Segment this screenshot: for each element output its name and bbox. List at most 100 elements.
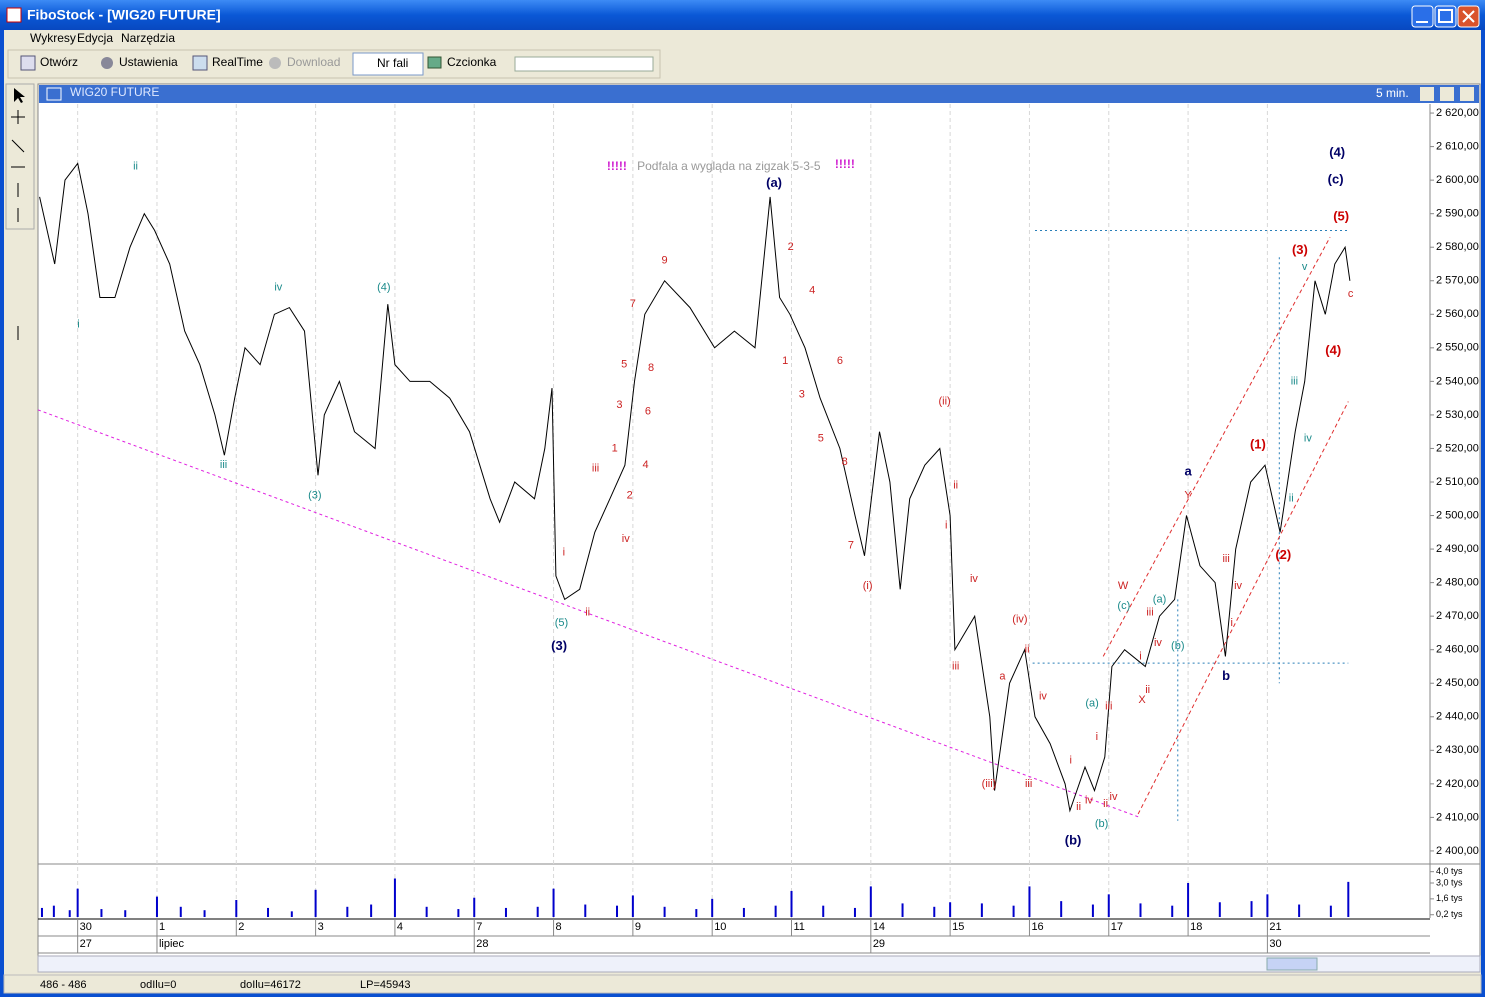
wave-label: (5) bbox=[1333, 208, 1349, 223]
volume-bar bbox=[40, 907, 43, 917]
wave-label: iv bbox=[274, 281, 282, 293]
volume-bar bbox=[267, 907, 270, 917]
tool-palette bbox=[5, 83, 35, 230]
wave-label: 6 bbox=[645, 405, 651, 417]
drawn-line bbox=[37, 409, 1140, 818]
volume-bar bbox=[695, 909, 698, 917]
wave-label: i bbox=[1230, 617, 1232, 629]
wave-label: (iv) bbox=[1012, 613, 1027, 625]
wave-label: 1 bbox=[612, 442, 618, 454]
wave-label: iii bbox=[1291, 375, 1298, 387]
y-tick-label: 2 490,00 bbox=[1436, 543, 1479, 555]
y-tick-label: 2 590,00 bbox=[1436, 208, 1479, 220]
x-tick-label: 3 bbox=[318, 921, 324, 933]
volume-bar bbox=[663, 906, 666, 917]
x-tick-label: 16 bbox=[1031, 921, 1043, 933]
volume-bar bbox=[711, 898, 714, 917]
wave-label: iv bbox=[1085, 795, 1093, 807]
wave-label: ii bbox=[1076, 801, 1081, 813]
pointer-tool[interactable] bbox=[14, 88, 25, 103]
wave-label: 1 bbox=[782, 355, 788, 367]
volume-bar bbox=[235, 900, 238, 917]
window-title: FiboStock - [WIG20 FUTURE] bbox=[27, 7, 221, 23]
volume-bar bbox=[425, 906, 428, 917]
menu-item[interactable]: Narzędzia bbox=[121, 31, 175, 45]
toolbar-button[interactable]: Nr fali bbox=[377, 56, 408, 70]
x-tick-label: 4 bbox=[397, 921, 403, 933]
app-icon bbox=[6, 7, 22, 23]
wave-label: iii bbox=[1222, 553, 1229, 565]
volume-bar bbox=[790, 890, 793, 917]
button-active bbox=[352, 52, 424, 76]
x-tick-label: 2 bbox=[238, 921, 244, 933]
volume-bar bbox=[901, 903, 904, 917]
volume-bar bbox=[1028, 886, 1031, 917]
menu-item[interactable]: Wykresy bbox=[30, 31, 76, 45]
minimize[interactable] bbox=[1411, 5, 1434, 28]
y-tick-label: 1,6 tys bbox=[1436, 893, 1463, 903]
wave-label: ii bbox=[1145, 684, 1150, 696]
y-tick-label: 2 440,00 bbox=[1436, 711, 1479, 723]
wave-label: iii bbox=[1146, 607, 1153, 619]
wave-label: 5 bbox=[818, 432, 824, 444]
wave-label: 7 bbox=[630, 298, 636, 310]
toolbar-button[interactable]: RealTime bbox=[212, 55, 263, 69]
x-tick-label: 7 bbox=[476, 921, 482, 933]
wave-label: (3) bbox=[551, 638, 567, 653]
wave-label: iv bbox=[970, 573, 978, 585]
wave-label: 8 bbox=[842, 456, 848, 468]
wave-label: a bbox=[999, 670, 1006, 682]
draw-tools[interactable] bbox=[11, 110, 25, 340]
title-bar bbox=[0, 0, 1485, 30]
y-tick-label: 2 420,00 bbox=[1436, 778, 1479, 790]
wave-label: 2 bbox=[788, 241, 794, 253]
wave-label: 3 bbox=[616, 399, 622, 411]
x-tick-label: 9 bbox=[635, 921, 641, 933]
y-tick-label: 2 600,00 bbox=[1436, 174, 1479, 186]
volume-bar bbox=[1091, 904, 1094, 917]
wave-label: (ii) bbox=[938, 395, 950, 407]
x-tick-label: 21 bbox=[1269, 921, 1281, 933]
toolbar-button[interactable]: Ustawienia bbox=[119, 55, 178, 69]
volume-bar bbox=[370, 904, 373, 917]
panel-button[interactable] bbox=[1460, 87, 1474, 101]
toolbar-button[interactable]: Download bbox=[287, 55, 340, 69]
wave-label: (4) bbox=[1325, 343, 1341, 358]
y-tick-label: 3,0 tys bbox=[1436, 877, 1463, 887]
wave-label: i bbox=[77, 318, 79, 330]
caption-glyphs bbox=[1416, 9, 1475, 23]
volume-bar bbox=[1012, 905, 1015, 917]
volume-bar bbox=[552, 888, 555, 917]
panel-button[interactable] bbox=[1440, 87, 1454, 101]
volume-bar bbox=[290, 911, 293, 917]
volume-bar bbox=[1329, 905, 1332, 917]
toolbar-button[interactable]: Otwórz bbox=[40, 55, 78, 69]
note-mark: !!!!! bbox=[607, 159, 627, 173]
x-tick-label: 11 bbox=[794, 921, 805, 933]
wave-label: ii bbox=[1289, 493, 1294, 505]
volume-bar bbox=[1107, 894, 1110, 917]
wave-label: iv bbox=[1110, 791, 1118, 803]
volume-bar bbox=[1250, 901, 1253, 917]
wave-label: ii bbox=[133, 161, 138, 173]
scrollbar[interactable] bbox=[37, 955, 1481, 973]
interval: 5 min. bbox=[1376, 86, 1409, 100]
toolbar-button[interactable]: Czcionka bbox=[447, 55, 497, 69]
wave-label: iv bbox=[1039, 691, 1047, 703]
wave-label: (4) bbox=[377, 281, 390, 293]
wave-label: iv bbox=[1304, 432, 1312, 444]
wave-label: i bbox=[1139, 650, 1141, 662]
y-tick-label: 2 540,00 bbox=[1436, 375, 1479, 387]
wave-label: 3 bbox=[799, 389, 805, 401]
wave-label: (3) bbox=[308, 489, 321, 501]
menu-item[interactable]: Edycja bbox=[77, 31, 113, 45]
volume-bar bbox=[853, 907, 856, 917]
wave-label: 4 bbox=[642, 459, 648, 471]
panel-button[interactable] bbox=[1420, 87, 1434, 101]
volume-bar bbox=[203, 910, 206, 917]
scroll-thumb[interactable] bbox=[1266, 957, 1318, 971]
wave-label: 9 bbox=[662, 255, 668, 267]
wave-label: 6 bbox=[837, 355, 843, 367]
